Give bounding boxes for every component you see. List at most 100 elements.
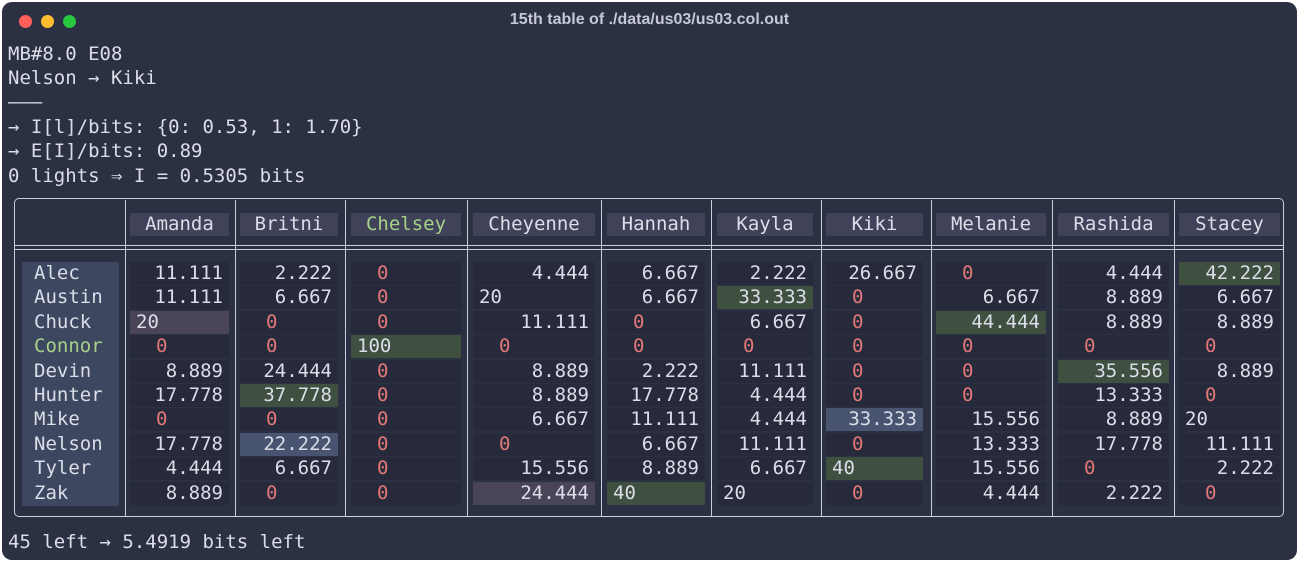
row-label-connor: Connor <box>34 335 103 357</box>
table-cell: 15.556 <box>936 408 1046 431</box>
table-cell: 6.667 <box>717 311 813 334</box>
table-cell: 20 <box>130 311 229 334</box>
column-separator <box>931 200 932 516</box>
table-cell: 0 <box>473 335 595 358</box>
column-separator <box>467 200 468 516</box>
table-cell: 0 <box>351 311 461 334</box>
row-label-chuck: Chuck <box>34 311 92 333</box>
table-cell: 20 <box>1179 408 1280 431</box>
table-cell: 6.667 <box>473 408 595 431</box>
info-line-info-bits: → I[l]/bits: {0: 0.53, 1: 1.70} <box>8 116 363 138</box>
table-cell: 0 <box>351 457 461 480</box>
table-cell: 17.778 <box>130 433 229 456</box>
table-cell: 4.444 <box>130 457 229 480</box>
row-label-column <box>22 262 119 506</box>
table-cell: 0 <box>351 433 461 456</box>
table-cell: 100 <box>351 335 461 358</box>
table-cell: 0 <box>130 335 229 358</box>
close-window-button[interactable] <box>19 15 32 28</box>
table-cell: 6.667 <box>240 457 338 480</box>
table-cell: 40 <box>607 482 705 505</box>
table-cell: 6.667 <box>607 286 705 309</box>
header-separator-2 <box>14 249 1284 250</box>
table-cell: 33.333 <box>717 286 813 309</box>
table-cell: 0 <box>607 335 705 358</box>
table-cell: 13.333 <box>1058 384 1169 407</box>
table-cell: 0 <box>1179 384 1280 407</box>
table-cell: 2.222 <box>240 262 338 285</box>
table-cell: 0 <box>607 311 705 334</box>
table-cell: 0 <box>240 311 338 334</box>
table-cell: 0 <box>826 311 923 334</box>
table-cell: 6.667 <box>717 457 813 480</box>
info-line-divider: ——— <box>8 91 43 113</box>
table-cell: 0 <box>826 384 923 407</box>
column-header-amanda: Amanda <box>130 213 229 236</box>
table-cell: 17.778 <box>607 384 705 407</box>
column-header-britni: Britni <box>240 213 338 236</box>
table-cell: 0 <box>351 286 461 309</box>
table-cell: 8.889 <box>607 457 705 480</box>
table-cell: 8.889 <box>1058 408 1169 431</box>
column-separator <box>821 200 822 516</box>
column-header-stacey: Stacey <box>1179 213 1280 236</box>
table-cell: 11.111 <box>607 408 705 431</box>
table-cell: 0 <box>130 408 229 431</box>
row-label-austin: Austin <box>34 286 103 308</box>
table-cell: 44.444 <box>936 311 1046 334</box>
table-cell: 8.889 <box>473 384 595 407</box>
table-cell: 0 <box>936 360 1046 383</box>
table-cell: 0 <box>240 482 338 505</box>
title-bar: 15th table of ./data/us03/us03.col.out <box>2 2 1297 38</box>
table-cell: 0 <box>826 286 923 309</box>
column-separator <box>601 200 602 516</box>
table-cell: 8.889 <box>130 360 229 383</box>
row-label-alec: Alec <box>34 262 80 284</box>
table-cell: 35.556 <box>1058 360 1169 383</box>
table-cell: 2.222 <box>1179 457 1280 480</box>
table-cell: 33.333 <box>826 408 923 431</box>
table-cell: 0 <box>351 408 461 431</box>
column-header-chelsey: Chelsey <box>351 213 461 236</box>
table-cell: 15.556 <box>936 457 1046 480</box>
table-cell: 0 <box>1179 482 1280 505</box>
table-cell: 0 <box>351 360 461 383</box>
table-cell: 11.111 <box>130 286 229 309</box>
table-cell: 11.111 <box>717 360 813 383</box>
table-cell: 6.667 <box>1179 286 1280 309</box>
column-separator <box>1052 200 1053 516</box>
column-header-kayla: Kayla <box>717 213 813 236</box>
info-line-pair: Nelson → Kiki <box>8 67 157 89</box>
row-label-hunter: Hunter <box>34 384 103 406</box>
column-separator <box>345 200 346 516</box>
info-line-lights: 0 lights ⇒ I = 0.5305 bits <box>8 165 306 187</box>
footer-status: 45 left → 5.4919 bits left <box>8 531 306 553</box>
column-separator <box>125 200 126 516</box>
row-label-zak: Zak <box>34 482 69 504</box>
table-cell: 24.444 <box>240 360 338 383</box>
table-cell: 11.111 <box>473 311 595 334</box>
table-cell: 15.556 <box>473 457 595 480</box>
table-cell: 20 <box>473 286 595 309</box>
column-separator <box>1174 200 1175 516</box>
minimize-window-button[interactable] <box>41 15 54 28</box>
window-title: 15th table of ./data/us03/us03.col.out <box>509 11 790 28</box>
table-cell: 0 <box>351 262 461 285</box>
row-label-nelson: Nelson <box>34 433 103 455</box>
table-cell: 24.444 <box>473 482 595 505</box>
table-cell: 0 <box>826 433 923 456</box>
table-cell: 0 <box>1058 457 1169 480</box>
table-cell: 0 <box>351 482 461 505</box>
table-cell: 0 <box>351 384 461 407</box>
row-label-mike: Mike <box>34 408 80 430</box>
table-cell: 0 <box>1058 335 1169 358</box>
column-separator <box>235 200 236 516</box>
table-cell: 0 <box>826 335 923 358</box>
table-cell: 6.667 <box>607 433 705 456</box>
table-cell: 22.222 <box>240 433 338 456</box>
table-cell: 0 <box>240 335 338 358</box>
maximize-window-button[interactable] <box>63 15 76 28</box>
table-cell: 2.222 <box>717 262 813 285</box>
table-cell: 37.778 <box>240 384 338 407</box>
table-cell: 8.889 <box>1058 286 1169 309</box>
